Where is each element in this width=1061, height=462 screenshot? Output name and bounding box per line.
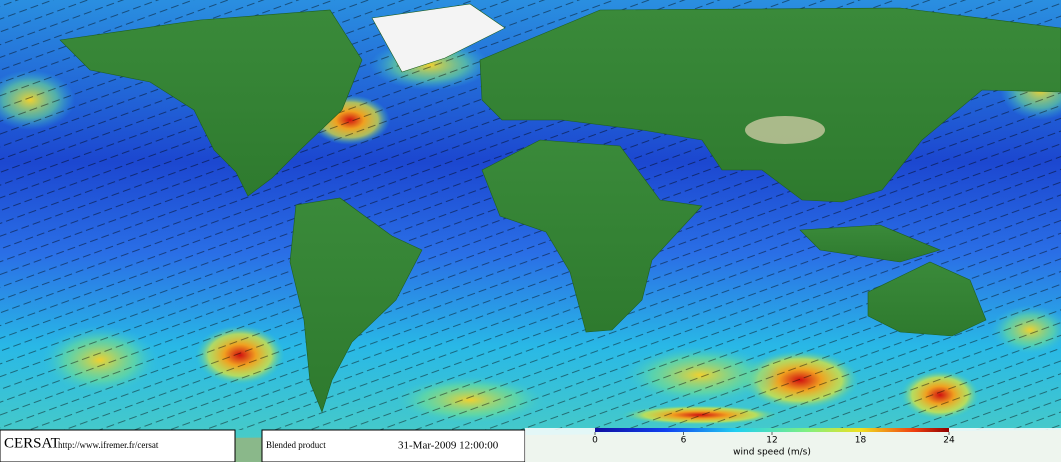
colorbar-panel — [525, 428, 1061, 462]
colorbar-tick-label: 6 — [681, 436, 687, 446]
colorbar — [595, 428, 949, 432]
continents — [0, 3, 1061, 462]
brand-box — [0, 429, 236, 462]
colorbar-tick-label: 12 — [766, 436, 777, 446]
brand: CERSAT — [4, 435, 60, 451]
plateau — [745, 116, 825, 144]
date: 31-Mar-2009 12:00:00 — [398, 440, 499, 452]
footer: CERSAT http://www.ifremer.fr/cersat Blen… — [0, 428, 1061, 462]
colorbar-tick-label: 24 — [943, 436, 955, 446]
product: Blended product — [266, 440, 326, 450]
colorbar-tick-label: 18 — [855, 436, 867, 446]
colorbar-label: wind speed (m/s) — [733, 448, 811, 458]
url: http://www.ifremer.fr/cersat — [58, 440, 159, 450]
colorbar-tick-label: 0 — [592, 436, 598, 446]
